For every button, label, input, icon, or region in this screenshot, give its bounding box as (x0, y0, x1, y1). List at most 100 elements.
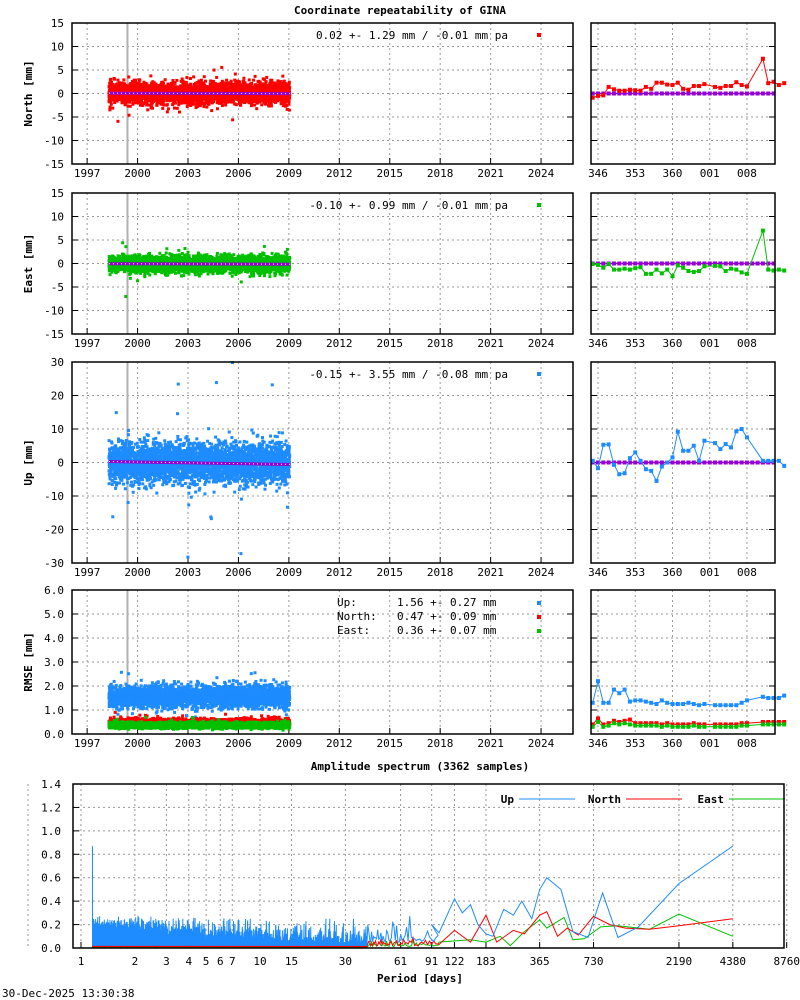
north-point (159, 102, 163, 106)
north-point (171, 83, 175, 87)
recent-trend-point (691, 91, 696, 96)
recent-trend-point (649, 91, 654, 96)
north-point (178, 110, 182, 114)
x-tick-label: 2006 (225, 337, 252, 350)
north-recent-point (782, 81, 787, 86)
x-tick-label: 346 (588, 167, 608, 180)
north-recent-point (622, 88, 627, 93)
north-point (182, 83, 186, 87)
north-point (165, 110, 169, 114)
north-recent-point (675, 80, 680, 85)
x-tick-label: 353 (625, 337, 645, 350)
y-tick-label: -10 (44, 135, 64, 148)
recent-trend-point (723, 91, 728, 96)
north-point (221, 81, 225, 85)
east-point (148, 251, 152, 255)
north-point (184, 80, 188, 84)
north-point (281, 74, 285, 78)
north-point (180, 98, 184, 102)
north-point (111, 106, 115, 110)
y-tick-label: -15 (44, 328, 64, 341)
x-tick-label: 2021 (477, 337, 504, 350)
north-point (162, 103, 166, 107)
north-point (166, 82, 170, 86)
x-tick-label: 001 (700, 167, 720, 180)
recent-trend-point (670, 91, 675, 96)
north-point (232, 82, 236, 86)
recent-trend-point (734, 91, 739, 96)
east-point (173, 271, 177, 275)
east-point (165, 247, 169, 251)
north-point (173, 98, 177, 102)
x-tick-label: 2018 (427, 167, 454, 180)
north-point (185, 105, 189, 109)
north-point (155, 103, 159, 107)
x-tick-label: 1997 (74, 167, 101, 180)
north-point (109, 102, 113, 106)
north-point (242, 76, 246, 80)
y-tick-label: -10 (44, 305, 64, 318)
north-point (212, 68, 216, 72)
recent-trend-point (707, 91, 712, 96)
north-point (146, 85, 150, 89)
north-point (141, 103, 145, 107)
north-point (152, 81, 156, 85)
north-point (154, 98, 158, 102)
north-point (200, 99, 204, 103)
x-tick-label: 008 (737, 167, 757, 180)
north-point (209, 79, 213, 83)
north-recent-point (601, 93, 606, 98)
north-point (173, 101, 177, 105)
north-recent-point (729, 83, 733, 88)
north-point (212, 83, 216, 87)
north-recent-point (649, 86, 654, 91)
north-point (265, 75, 269, 79)
north-point (210, 109, 214, 113)
north-point (147, 103, 151, 107)
north-point (250, 102, 254, 106)
north-point (138, 100, 142, 104)
north-point (127, 75, 131, 79)
north-point (131, 101, 135, 105)
north-point (231, 118, 235, 122)
x-tick-label: 2003 (175, 167, 202, 180)
north-point (179, 79, 183, 83)
y-axis-label: North [mm] (22, 60, 35, 126)
north-point (133, 78, 137, 82)
north-point (218, 100, 222, 104)
north-point (126, 104, 130, 108)
y-tick-label: 10 (51, 41, 64, 54)
north-point (171, 79, 175, 83)
north-point (202, 75, 206, 79)
y-tick-label: 10 (51, 211, 64, 224)
north-point (224, 103, 228, 107)
north-point (215, 75, 219, 79)
north-recent-point (596, 93, 600, 98)
recent-trend-point (665, 91, 670, 96)
north-point (164, 84, 168, 88)
x-tick-label: 360 (663, 337, 683, 350)
north-point (188, 101, 192, 105)
north-recent-point (697, 83, 702, 88)
north-point (127, 87, 131, 91)
north-point (172, 86, 176, 90)
north-recent-point (739, 83, 744, 88)
north-recent-point (713, 84, 718, 89)
x-tick-label: 2006 (225, 167, 252, 180)
north-recent-point (643, 84, 648, 89)
north-recent-point (681, 86, 686, 91)
figure-title: Coordinate repeatability of GINA (294, 4, 506, 17)
north-point (163, 78, 167, 82)
north-point (153, 94, 157, 98)
north-point (157, 84, 161, 88)
north-point (189, 103, 193, 107)
north-point (252, 78, 256, 82)
north-recent-point (633, 88, 638, 93)
north-point (119, 85, 123, 89)
north-point (255, 107, 259, 111)
north-point (122, 78, 126, 82)
north-point (138, 78, 142, 82)
north-point (175, 78, 179, 82)
north-point (205, 105, 209, 109)
